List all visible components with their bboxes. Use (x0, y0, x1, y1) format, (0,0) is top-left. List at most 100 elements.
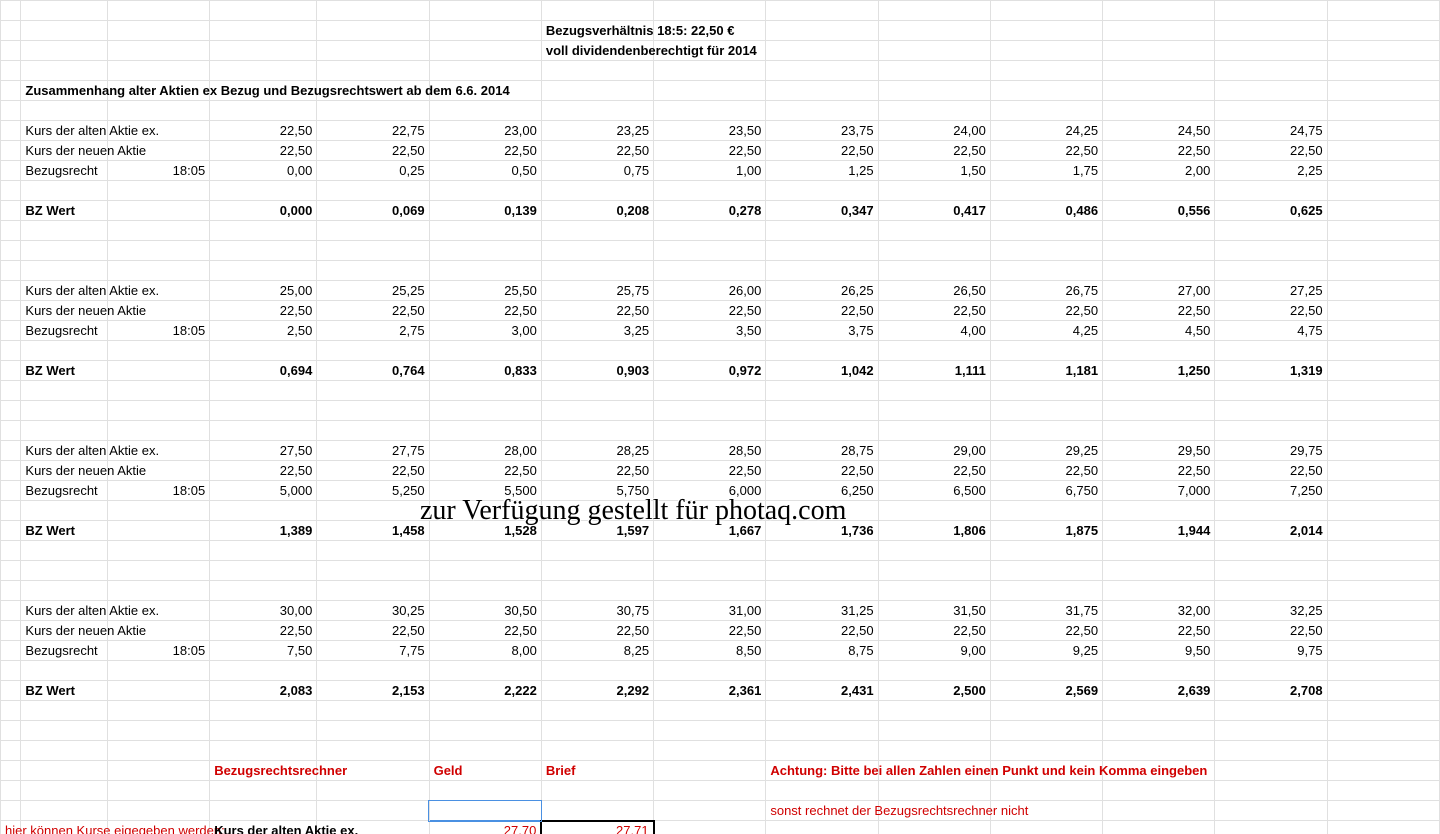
block3-neu-val-4: 22,50 (654, 621, 766, 641)
block3-alt-val-7: 31,75 (990, 601, 1102, 621)
calc-alt-brief[interactable]: 27,71 (541, 821, 653, 834)
block2-neu-val-2: 22,50 (429, 461, 541, 481)
spreadsheet: Bezugsverhältnis 18:5: 22,50 €voll divid… (0, 0, 1440, 834)
calc-geld-header: Geld (429, 761, 541, 781)
block1-bez-label: Bezugsrecht (21, 321, 108, 341)
block0-bez-val-3: 0,75 (541, 161, 653, 181)
block1-neu-val-4: 22,50 (654, 301, 766, 321)
block2-bez-val-1: 5,250 (317, 481, 429, 501)
block1-bez-val-5: 3,75 (766, 321, 878, 341)
block0-neu-val-4: 22,50 (654, 141, 766, 161)
block2-bzw-val-5: 1,736 (766, 521, 878, 541)
block2-neu-val-3: 22,50 (541, 461, 653, 481)
block2-alt-val-8: 29,50 (1103, 441, 1215, 461)
block3-neu-val-8: 22,50 (1103, 621, 1215, 641)
block3-alt-val-5: 31,25 (766, 601, 878, 621)
block3-bzw-val-7: 2,569 (990, 681, 1102, 701)
block3-bzw-label: BZ Wert (21, 681, 108, 701)
block1-alt-val-9: 27,25 (1215, 281, 1327, 301)
block2-bez-val-0: 5,000 (210, 481, 317, 501)
block2-bez-val-9: 7,250 (1215, 481, 1327, 501)
block3-neu-val-0: 22,50 (210, 621, 317, 641)
block0-neu-val-6: 22,50 (878, 141, 990, 161)
block2-bzw-val-6: 1,806 (878, 521, 990, 541)
block0-alt-val-1: 22,75 (317, 121, 429, 141)
block1-neu-val-5: 22,50 (766, 301, 878, 321)
block1-bzw-val-7: 1,181 (990, 361, 1102, 381)
block2-bez-val-8: 7,000 (1103, 481, 1215, 501)
block0-alt-val-6: 24,00 (878, 121, 990, 141)
calc-hint: hier können Kurse eigegeben werden: (1, 821, 21, 834)
block1-alt-val-8: 27,00 (1103, 281, 1215, 301)
block0-bez-val-4: 1,00 (654, 161, 766, 181)
grid-table[interactable]: Bezugsverhältnis 18:5: 22,50 €voll divid… (0, 0, 1440, 834)
block3-bzw-val-5: 2,431 (766, 681, 878, 701)
block0-neu-val-1: 22,50 (317, 141, 429, 161)
block0-alt-val-3: 23,25 (541, 121, 653, 141)
block2-alt-val-1: 27,75 (317, 441, 429, 461)
block2-neu-val-5: 22,50 (766, 461, 878, 481)
block2-bez-val-5: 6,250 (766, 481, 878, 501)
table-title: Zusammenhang alter Aktien ex Bezug und B… (21, 81, 108, 101)
block3-neu-val-9: 22,50 (1215, 621, 1327, 641)
block0-bzw-val-9: 0,625 (1215, 201, 1327, 221)
block3-bzw-val-3: 2,292 (541, 681, 653, 701)
block0-bez-val-2: 0,50 (429, 161, 541, 181)
block1-bzw-val-1: 0,764 (317, 361, 429, 381)
block3-bez-val-1: 7,75 (317, 641, 429, 661)
block0-bzw-val-5: 0,347 (766, 201, 878, 221)
block1-bez-val-9: 4,75 (1215, 321, 1327, 341)
block0-bzw-val-3: 0,208 (541, 201, 653, 221)
calc-alt-geld[interactable]: 27,70 (429, 821, 541, 834)
block3-bzw-val-9: 2,708 (1215, 681, 1327, 701)
calc-warning-2: sonst rechnet der Bezugsrechtsrechner ni… (766, 801, 878, 821)
block2-alt-val-7: 29,25 (990, 441, 1102, 461)
block0-alt-val-5: 23,75 (766, 121, 878, 141)
block3-alt-val-0: 30,00 (210, 601, 317, 621)
block0-neu-label: Kurs der neuen Aktie (21, 141, 108, 161)
block3-bez-val-8: 9,50 (1103, 641, 1215, 661)
block1-bez-val-1: 2,75 (317, 321, 429, 341)
block0-bzw-val-0: 0,000 (210, 201, 317, 221)
block2-bez-val-4: 6,000 (654, 481, 766, 501)
block0-alt-label: Kurs der alten Aktie ex. (21, 121, 108, 141)
block1-bez-val-6: 4,00 (878, 321, 990, 341)
block0-bez-val-6: 1,50 (878, 161, 990, 181)
block3-bez-val-4: 8,50 (654, 641, 766, 661)
block2-alt-val-9: 29,75 (1215, 441, 1327, 461)
block0-bzw-val-7: 0,486 (990, 201, 1102, 221)
block1-bzw-val-0: 0,694 (210, 361, 317, 381)
block1-neu-val-8: 22,50 (1103, 301, 1215, 321)
block3-neu-val-2: 22,50 (429, 621, 541, 641)
block1-alt-val-7: 26,75 (990, 281, 1102, 301)
block3-bez-val-0: 7,50 (210, 641, 317, 661)
block1-bez-val-3: 3,25 (541, 321, 653, 341)
header-line-2: voll dividendenberechtigt für 2014 (541, 41, 653, 61)
block0-alt-val-8: 24,50 (1103, 121, 1215, 141)
calc-title: Bezugsrechtsrechner (210, 761, 317, 781)
block1-alt-val-4: 26,00 (654, 281, 766, 301)
block2-bzw-label: BZ Wert (21, 521, 108, 541)
block1-neu-val-3: 22,50 (541, 301, 653, 321)
block3-bez-val-6: 9,00 (878, 641, 990, 661)
block0-bzw-label: BZ Wert (21, 201, 108, 221)
block1-bzw-val-4: 0,972 (654, 361, 766, 381)
block3-neu-val-5: 22,50 (766, 621, 878, 641)
block0-bzw-val-2: 0,139 (429, 201, 541, 221)
block2-neu-label: Kurs der neuen Aktie (21, 461, 108, 481)
calc-warning-1: Achtung: Bitte bei allen Zahlen einen Pu… (766, 761, 878, 781)
block3-neu-val-1: 22,50 (317, 621, 429, 641)
block2-alt-val-4: 28,50 (654, 441, 766, 461)
block1-alt-label: Kurs der alten Aktie ex. (21, 281, 108, 301)
block1-bzw-val-5: 1,042 (766, 361, 878, 381)
block3-bzw-val-8: 2,639 (1103, 681, 1215, 701)
selected-cell[interactable] (429, 801, 541, 821)
block1-bzw-val-9: 1,319 (1215, 361, 1327, 381)
block3-alt-label: Kurs der alten Aktie ex. (21, 601, 108, 621)
block2-bzw-val-1: 1,458 (317, 521, 429, 541)
block1-bzw-val-8: 1,250 (1103, 361, 1215, 381)
block2-neu-val-8: 22,50 (1103, 461, 1215, 481)
block2-bzw-val-7: 1,875 (990, 521, 1102, 541)
block3-bzw-val-2: 2,222 (429, 681, 541, 701)
block1-alt-val-2: 25,50 (429, 281, 541, 301)
